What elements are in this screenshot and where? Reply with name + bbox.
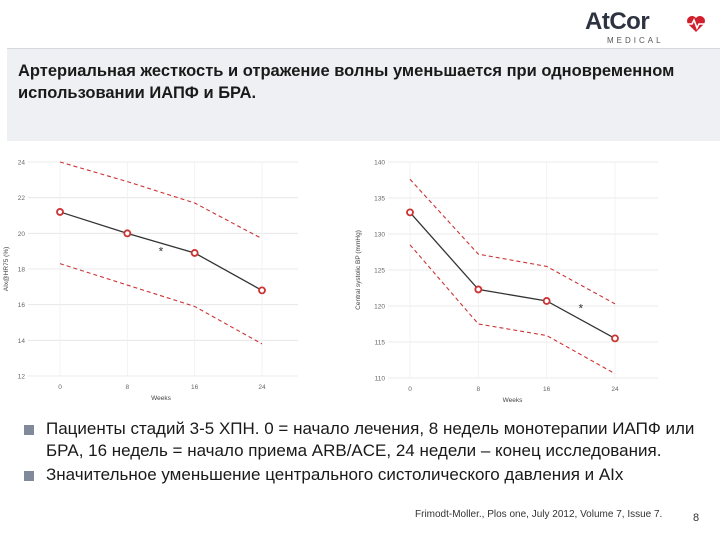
x-tick-label: 24 [258,384,266,391]
y-tick-label: 14 [18,338,26,345]
significance-marker: * [159,245,164,259]
data-point [611,334,619,343]
bullet-text: Значительное уменьшение центрального сис… [46,465,624,484]
chart-aix: 12 14 16 18 20 22 24 0 8 16 24 Weeks AIx@HR75 (%) * [0,150,310,415]
chart-central-sbp: 110 115 120 125 130 135 140 0 8 16 24 Weeks Central … [352,150,662,415]
series-line [409,211,616,339]
y-tick-label: 16 [18,302,26,309]
y-tick-label: 135 [374,196,385,203]
title-band [7,48,720,141]
x-axis-label: Weeks [503,397,523,404]
y-tick-label: 20 [18,231,26,238]
ci-line [59,161,263,240]
atcor-logo: AtCor MEDICAL [585,8,715,46]
x-tick-label: 16 [543,386,551,393]
data-point [542,297,551,305]
ci-line [59,263,263,345]
series-line [59,211,263,291]
x-axis-label: Weeks [151,395,171,402]
y-tick-label: 18 [18,267,26,274]
citation: Frimodt-Moller., Plos one, July 2012, Vo… [413,509,665,520]
bullet-square-icon [24,471,34,481]
data-point [474,285,483,294]
y-axis-label: AIx@HR75 (%) [3,247,10,292]
x-tick-label: 24 [611,386,619,393]
x-tick-label: 0 [58,384,62,391]
y-tick-label: 110 [375,376,386,383]
y-tick-label: 120 [374,304,385,311]
x-tick-label: 0 [408,386,412,393]
ci-line [409,178,616,305]
y-axis-label: Central systolic BP (mmHg) [355,230,362,310]
y-tick-label: 24 [18,160,26,167]
y-tick-label: 22 [18,195,26,202]
x-tick-label: 8 [477,386,481,393]
logo-text: AtCor [585,8,650,35]
x-tick-label: 16 [191,384,199,391]
bullet-item: Пациенты стадий 3-5 ХПН. 0 = начало лече… [14,418,720,462]
significance-marker: * [578,302,583,316]
bullet-list: Пациенты стадий 3-5 ХПН. 0 = начало лече… [14,418,720,486]
bullet-text: Пациенты стадий 3-5 ХПН. 0 = начало лече… [46,419,695,460]
x-tick-label: 8 [126,384,130,391]
page-number: 8 [693,512,700,524]
y-tick-label: 12 [18,374,26,381]
y-tick-label: 130 [374,232,385,239]
data-point [406,208,414,217]
bullet-item: Значительное уменьшение центрального сис… [14,464,720,486]
logo-subtext: MEDICAL [607,36,664,45]
y-tick-label: 125 [374,268,385,275]
slide-title: Артериальная жесткость и отражение волны… [18,62,675,102]
y-tick-label: 140 [374,160,385,167]
data-point [123,229,132,238]
data-point [258,286,266,295]
ci-line [409,244,616,375]
bullet-square-icon [24,425,34,435]
data-point [56,208,64,216]
heart-icon [687,16,705,32]
data-point [190,249,199,257]
y-tick-label: 115 [375,340,386,347]
